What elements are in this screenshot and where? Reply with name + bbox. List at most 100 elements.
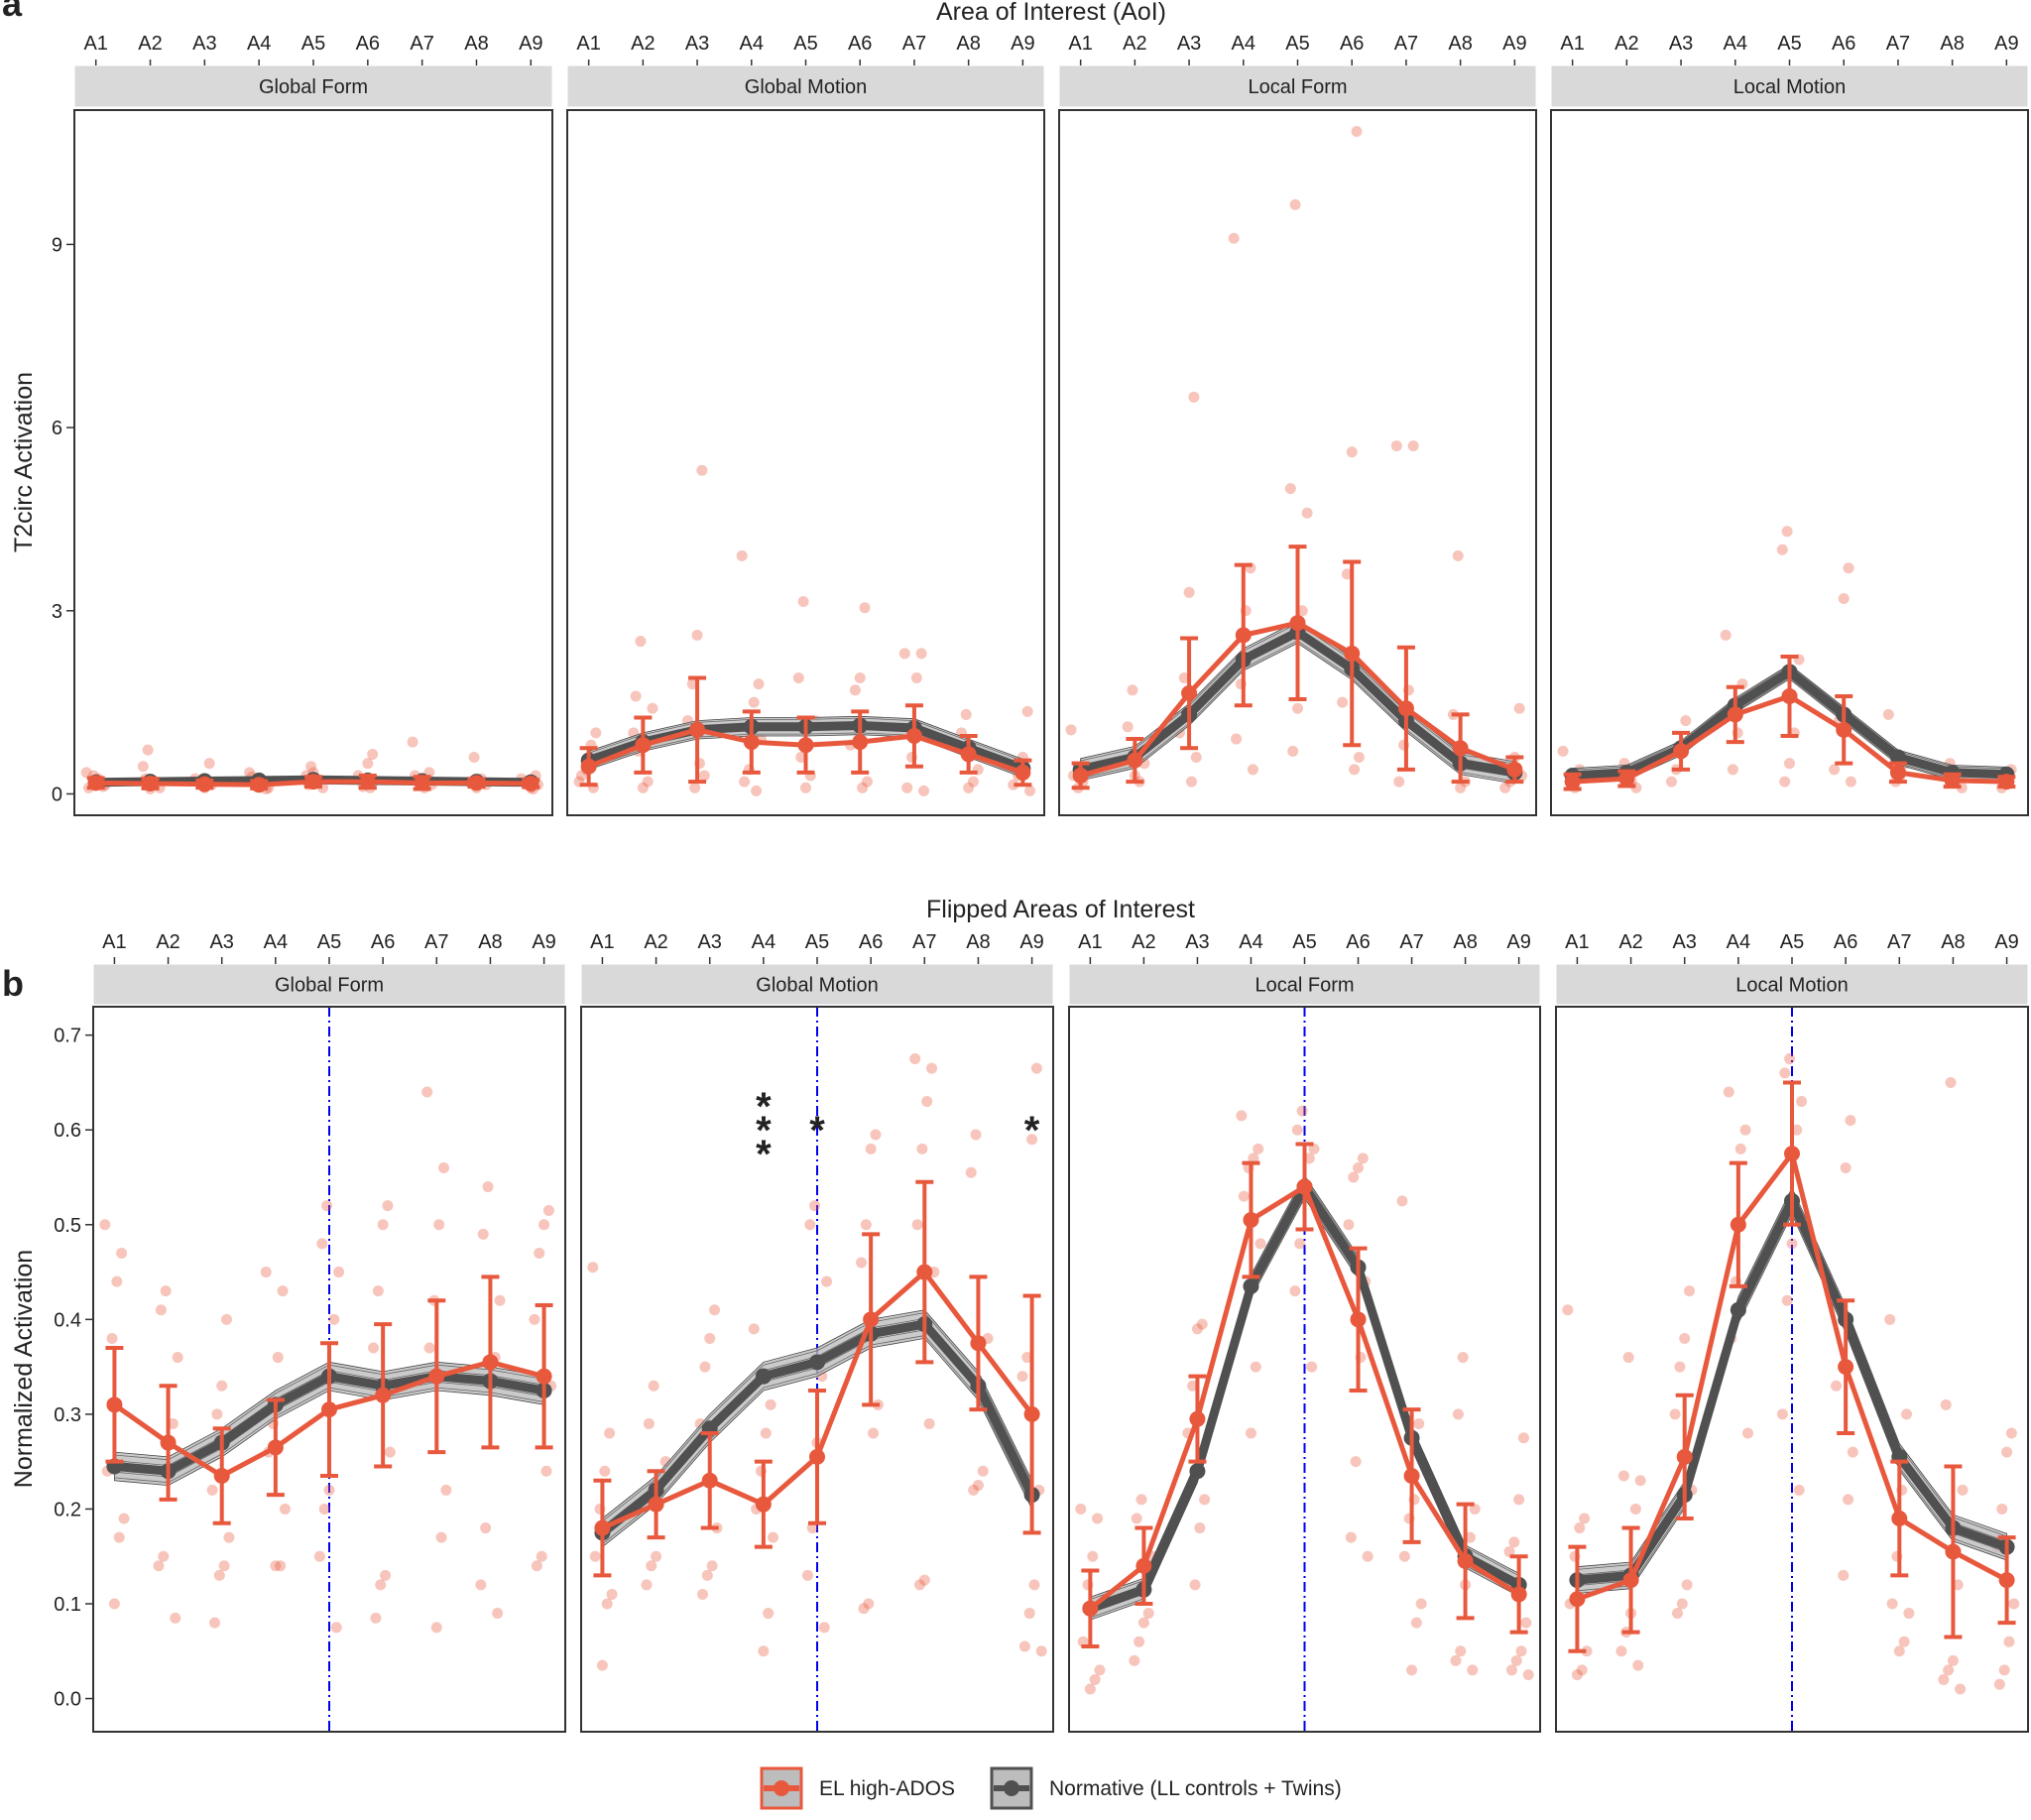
el-point-b-global-form-2 xyxy=(213,1468,230,1484)
el-point-b-global-motion-3 xyxy=(755,1496,772,1513)
x-tick-label-b-global-motion-4: A5 xyxy=(805,931,829,953)
point-a-local-motion-5-0 xyxy=(1843,562,1854,574)
el-point-a-local-form-8 xyxy=(1506,761,1523,778)
point-b-local-motion-2-3 xyxy=(1669,1408,1681,1420)
el-point-a-local-form-6 xyxy=(1397,700,1414,717)
point-b-global-form-7-2 xyxy=(494,1294,506,1306)
el-point-b-global-form-4 xyxy=(321,1401,337,1418)
point-a-local-form-2-0 xyxy=(1188,391,1200,403)
point-b-global-motion-0-4 xyxy=(589,1550,601,1562)
point-b-global-motion-4-1 xyxy=(804,1219,816,1231)
x-tick-label-a-local-form-2: A3 xyxy=(1177,33,1201,55)
point-a-global-motion-6-4 xyxy=(901,782,913,793)
point-b-global-motion-8-1 xyxy=(1026,1134,1038,1146)
point-b-global-motion-1-0 xyxy=(648,1380,659,1392)
point-b-global-form-2-3 xyxy=(206,1484,218,1496)
point-b-local-form-7-5 xyxy=(1455,1645,1467,1657)
point-a-global-motion-5-0 xyxy=(859,602,871,614)
x-tick-label-b-local-form-3: A4 xyxy=(1239,931,1262,953)
el-point-b-global-motion-7 xyxy=(970,1335,987,1352)
point-b-local-motion-1-3 xyxy=(1629,1503,1641,1515)
point-b-local-form-0-2 xyxy=(1087,1550,1099,1562)
point-b-global-form-4-4 xyxy=(323,1484,335,1496)
x-tick-label-b-local-motion-8: A9 xyxy=(1994,931,2018,953)
point-b-local-form-2-5 xyxy=(1194,1522,1206,1534)
point-b-global-form-4-1 xyxy=(316,1238,328,1250)
point-b-local-form-1-3 xyxy=(1142,1608,1154,1620)
point-b-global-form-8-6 xyxy=(536,1550,547,1562)
point-a-global-motion-3-0 xyxy=(736,549,748,561)
point-b-local-motion-0-1 xyxy=(1579,1513,1591,1524)
normative-point-b-local-form-2 xyxy=(1189,1463,1206,1480)
el-point-b-local-form-1 xyxy=(1135,1557,1152,1574)
y-tick-label-b-3: 0.3 xyxy=(54,1404,81,1426)
point-b-local-motion-2-5 xyxy=(1681,1579,1693,1591)
point-b-local-motion-3-0 xyxy=(1723,1086,1734,1098)
x-tick-label-b-local-form-2: A3 xyxy=(1185,931,1209,953)
strip-label-b-global-form: Global Form xyxy=(275,975,384,997)
point-b-local-motion-7-2 xyxy=(1957,1484,1969,1496)
strip-b-local-form xyxy=(1068,963,1541,1006)
point-b-local-form-0-4 xyxy=(1077,1636,1089,1647)
point-a-local-motion-5-1 xyxy=(1838,592,1850,604)
point-a-global-motion-1-0 xyxy=(635,636,647,648)
el-point-b-local-motion-4 xyxy=(1784,1146,1800,1162)
panel-tag-b: b xyxy=(2,963,24,1004)
el-point-a-local-motion-2 xyxy=(1673,743,1690,760)
point-a-global-form-5-1 xyxy=(362,758,374,770)
point-b-local-motion-6-1 xyxy=(1900,1408,1912,1420)
point-b-local-form-1-1 xyxy=(1131,1513,1142,1524)
point-b-global-form-2-6 xyxy=(213,1569,225,1581)
point-b-global-form-5-6 xyxy=(375,1579,387,1591)
point-a-local-form-4-0 xyxy=(1289,198,1301,210)
point-a-local-form-7-4 xyxy=(1455,782,1467,793)
point-b-global-form-4-0 xyxy=(321,1200,333,1212)
el-point-b-local-form-0 xyxy=(1082,1600,1099,1617)
el-point-a-local-form-2 xyxy=(1181,684,1198,701)
point-b-global-form-6-7 xyxy=(430,1622,442,1634)
el-point-a-global-motion-4 xyxy=(797,737,814,754)
strip-label-a-local-motion: Local Motion xyxy=(1733,76,1846,98)
el-point-a-global-motion-7 xyxy=(960,746,977,763)
point-b-local-motion-0-0 xyxy=(1562,1304,1574,1316)
el-point-a-global-form-4 xyxy=(305,774,321,790)
strip-label-b-global-motion: Global Motion xyxy=(756,975,878,997)
point-b-global-form-5-1 xyxy=(377,1219,389,1231)
strip-label-a-global-motion: Global Motion xyxy=(745,76,867,98)
point-b-global-motion-2-0 xyxy=(709,1304,721,1316)
x-tick-label-a-local-motion-2: A3 xyxy=(1669,33,1693,55)
point-b-global-form-6-2 xyxy=(433,1219,445,1231)
point-b-global-form-6-1 xyxy=(437,1161,449,1173)
point-b-local-form-4-1 xyxy=(1291,1124,1303,1136)
point-b-local-motion-2-2 xyxy=(1674,1361,1686,1373)
point-a-global-motion-4-0 xyxy=(797,596,809,608)
point-a-global-motion-2-1 xyxy=(691,629,703,641)
x-tick-label-b-local-motion-4: A5 xyxy=(1780,931,1804,953)
x-tick-label-b-global-form-0: A1 xyxy=(102,931,126,953)
facet-b-local-motion: Local Motion A1 A2 A3 A4 A5 A6 A7 A8 A9 xyxy=(1555,931,2029,1733)
point-b-local-motion-5-4 xyxy=(1847,1446,1858,1458)
point-b-global-form-8-3 xyxy=(529,1313,540,1325)
x-tick-label-a-global-form-5: A6 xyxy=(356,33,380,55)
el-point-a-local-motion-1 xyxy=(1618,771,1635,788)
x-tick-label-a-local-motion-6: A7 xyxy=(1886,33,1910,55)
point-b-global-motion-5-6 xyxy=(863,1598,875,1610)
x-tick-label-a-global-motion-0: A1 xyxy=(576,33,600,55)
el-point-b-global-motion-5 xyxy=(863,1311,880,1328)
point-a-global-motion-2-6 xyxy=(689,782,701,793)
legend-key-normative xyxy=(990,1766,1033,1810)
point-b-local-form-7-1 xyxy=(1452,1408,1464,1420)
chart-b: Flipped Areas of Interest Normalized Acti… xyxy=(10,896,2029,1733)
x-tick-label-a-global-form-8: A9 xyxy=(519,33,542,55)
el-point-a-local-motion-0 xyxy=(1564,774,1581,790)
point-b-local-motion-4-5 xyxy=(1781,1294,1793,1306)
point-b-global-motion-8-2 xyxy=(1021,1352,1033,1364)
point-b-local-form-7-3 xyxy=(1464,1531,1476,1543)
point-a-global-motion-3-4 xyxy=(739,776,751,788)
point-b-local-form-8-6 xyxy=(1510,1654,1522,1666)
el-point-b-global-form-3 xyxy=(267,1439,284,1456)
point-b-local-motion-5-6 xyxy=(1838,1569,1850,1581)
point-b-local-form-6-4 xyxy=(1398,1550,1410,1562)
point-a-global-motion-6-2 xyxy=(910,671,922,683)
point-b-local-form-2-0 xyxy=(1196,1318,1208,1330)
